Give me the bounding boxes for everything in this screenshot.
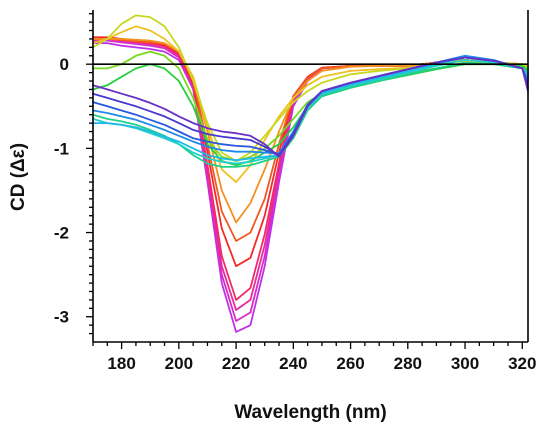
x-tick-label: 180 — [107, 354, 135, 373]
series-line-5 — [92, 36, 529, 268]
axes-layer: 180 200 220 240 260 280 300 320 0 -1 -2 -3 — [54, 10, 536, 373]
series-line-1 — [92, 42, 529, 333]
series-layer — [92, 14, 529, 333]
x-tick-label: 280 — [394, 354, 422, 373]
x-tick-label: 200 — [165, 354, 193, 373]
y-tick-label: -2 — [54, 224, 69, 243]
x-axis-label: Wavelength (nm) — [234, 402, 386, 423]
series-line-6 — [92, 38, 529, 242]
series-line-12 — [92, 61, 529, 168]
y-tick-label: -1 — [54, 139, 69, 158]
x-tick-label: 240 — [279, 354, 307, 373]
x-tick-label: 260 — [336, 354, 364, 373]
y-axis-label: CD (Δε) — [8, 143, 29, 211]
y-tick-label: -3 — [54, 308, 69, 327]
series-line-13 — [92, 59, 529, 165]
series-line-9 — [92, 14, 529, 162]
series-line-18 — [92, 56, 529, 158]
x-tick-label: 220 — [222, 354, 250, 373]
y-tick-label: 0 — [60, 55, 69, 74]
x-tick-label: 320 — [508, 354, 536, 373]
x-tick-label: 300 — [451, 354, 479, 373]
